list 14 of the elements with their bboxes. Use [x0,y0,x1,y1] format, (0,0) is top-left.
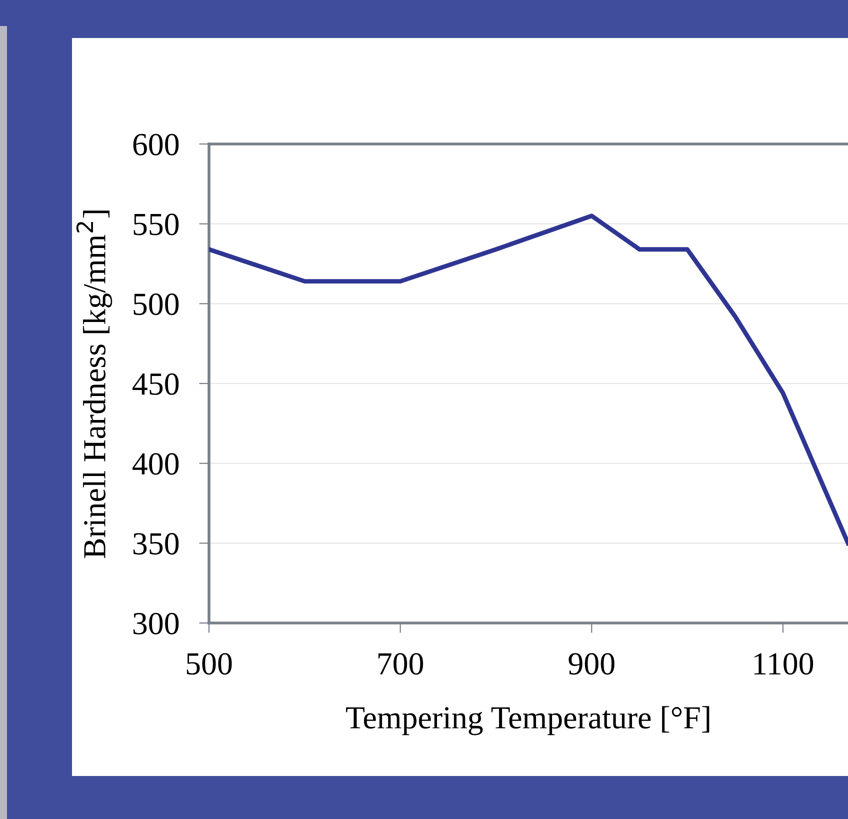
x-tick-label: 1100 [754,653,814,675]
y-tick-label: 550 [134,214,179,236]
x-tick-label: 900 [568,653,614,675]
y-axis-title: Brinell Hardness [kg/mm$^{2}$] [76,210,112,558]
y-tick-label: 300 [133,612,179,634]
y-tick-label: 350 [133,533,179,555]
y-tick-label: 450 [132,373,179,395]
x-tick-label: 700 [378,653,424,675]
y-tick-label: 600 [133,134,179,156]
y-tick-label: 400 [132,453,179,475]
line-series [209,214,848,546]
x-axis-title: Tempering Temperature [°F] [346,706,710,736]
y-tick-label: 500 [134,294,179,316]
x-tick-label: 500 [186,653,232,675]
